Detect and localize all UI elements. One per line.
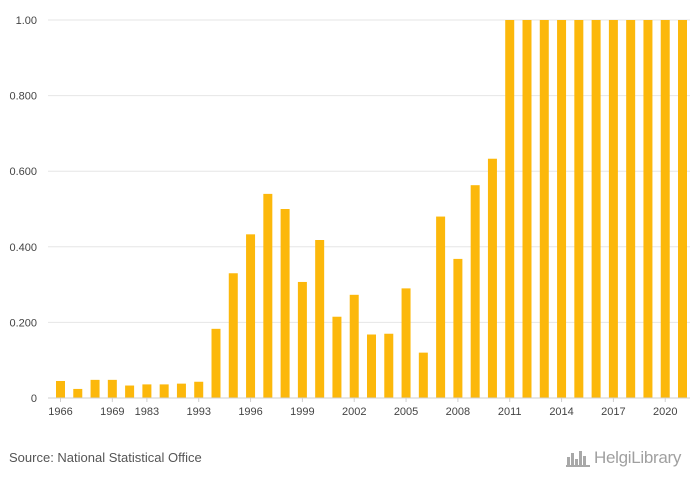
x-tick-label: 1983 <box>135 406 159 418</box>
bar-2008[interactable] <box>453 258 463 398</box>
bar-2013[interactable] <box>539 20 549 398</box>
bar-2004[interactable] <box>384 333 394 398</box>
x-tick-label: 2011 <box>498 406 522 418</box>
y-tick-label: 0.200 <box>9 317 37 329</box>
bar-2001[interactable] <box>332 316 342 398</box>
bar-1966[interactable] <box>56 380 65 398</box>
bar-2016[interactable] <box>591 20 601 398</box>
bar-2011[interactable] <box>505 20 515 398</box>
bar-1999[interactable] <box>297 281 307 398</box>
bar-2010[interactable] <box>487 158 497 398</box>
x-tick-label: 1999 <box>290 406 314 418</box>
x-tick-label: 2014 <box>549 406 573 418</box>
y-tick-label: 0.800 <box>9 91 37 103</box>
y-tick-label: 0 <box>31 393 37 405</box>
bar-1970[interactable] <box>125 385 135 398</box>
bar-2003[interactable] <box>367 334 376 399</box>
bar-2000[interactable] <box>315 240 325 398</box>
x-tick-label: 2002 <box>342 406 366 418</box>
x-tick-label: 2008 <box>446 406 470 418</box>
city-skyline-icon <box>566 451 590 467</box>
bar-2019[interactable] <box>643 20 653 398</box>
bar-2007[interactable] <box>436 216 446 398</box>
bar-1969[interactable] <box>107 379 117 398</box>
bar-2020[interactable] <box>660 20 670 398</box>
bar-1997[interactable] <box>263 193 273 398</box>
y-tick-label: 0.400 <box>9 242 37 254</box>
bar-1993[interactable] <box>194 381 204 398</box>
y-axis-ticks: 0 0.200 0.400 0.600 0.800 1.00 <box>9 15 37 405</box>
bar-2015[interactable] <box>574 20 584 398</box>
helgi-library-logo[interactable]: HelgiLibrary <box>566 448 681 468</box>
bars <box>56 20 687 398</box>
x-tick-label: 1969 <box>100 406 124 418</box>
x-tick-label: 1996 <box>238 406 262 418</box>
bar-1994[interactable] <box>211 328 221 398</box>
bar-1984[interactable] <box>159 384 169 398</box>
bar-2002[interactable] <box>349 294 359 398</box>
bar-2021[interactable] <box>678 20 687 398</box>
bar-2014[interactable] <box>557 20 567 398</box>
x-tick-label: 1993 <box>186 406 210 418</box>
bar-2017[interactable] <box>608 20 618 398</box>
bar-1998[interactable] <box>280 209 290 398</box>
bar-2009[interactable] <box>470 185 480 398</box>
bar-1983[interactable] <box>142 384 152 398</box>
bar-2006[interactable] <box>418 352 428 398</box>
bar-1985[interactable] <box>176 383 186 398</box>
bar-1996[interactable] <box>246 234 256 398</box>
logo-text: HelgiLibrary <box>594 448 682 467</box>
y-tick-label: 0.600 <box>9 166 37 178</box>
x-axis-ticks: 1966 1969 1983 1993 1996 1999 2002 2005 2008 2011… <box>48 398 677 418</box>
bar-2018[interactable] <box>626 20 636 398</box>
bar-1995[interactable] <box>228 273 238 398</box>
bar-1968[interactable] <box>90 379 100 398</box>
bar-2012[interactable] <box>522 20 532 398</box>
bar-2005[interactable] <box>401 288 411 398</box>
x-tick-label: 2020 <box>653 406 677 418</box>
source-note: Source: National Statistical Office <box>9 450 202 465</box>
bar-1967[interactable] <box>73 388 83 398</box>
y-tick-label: 1.00 <box>16 15 37 27</box>
x-tick-label: 2017 <box>601 406 625 418</box>
x-tick-label: 1966 <box>48 406 72 418</box>
x-tick-label: 2005 <box>394 406 418 418</box>
